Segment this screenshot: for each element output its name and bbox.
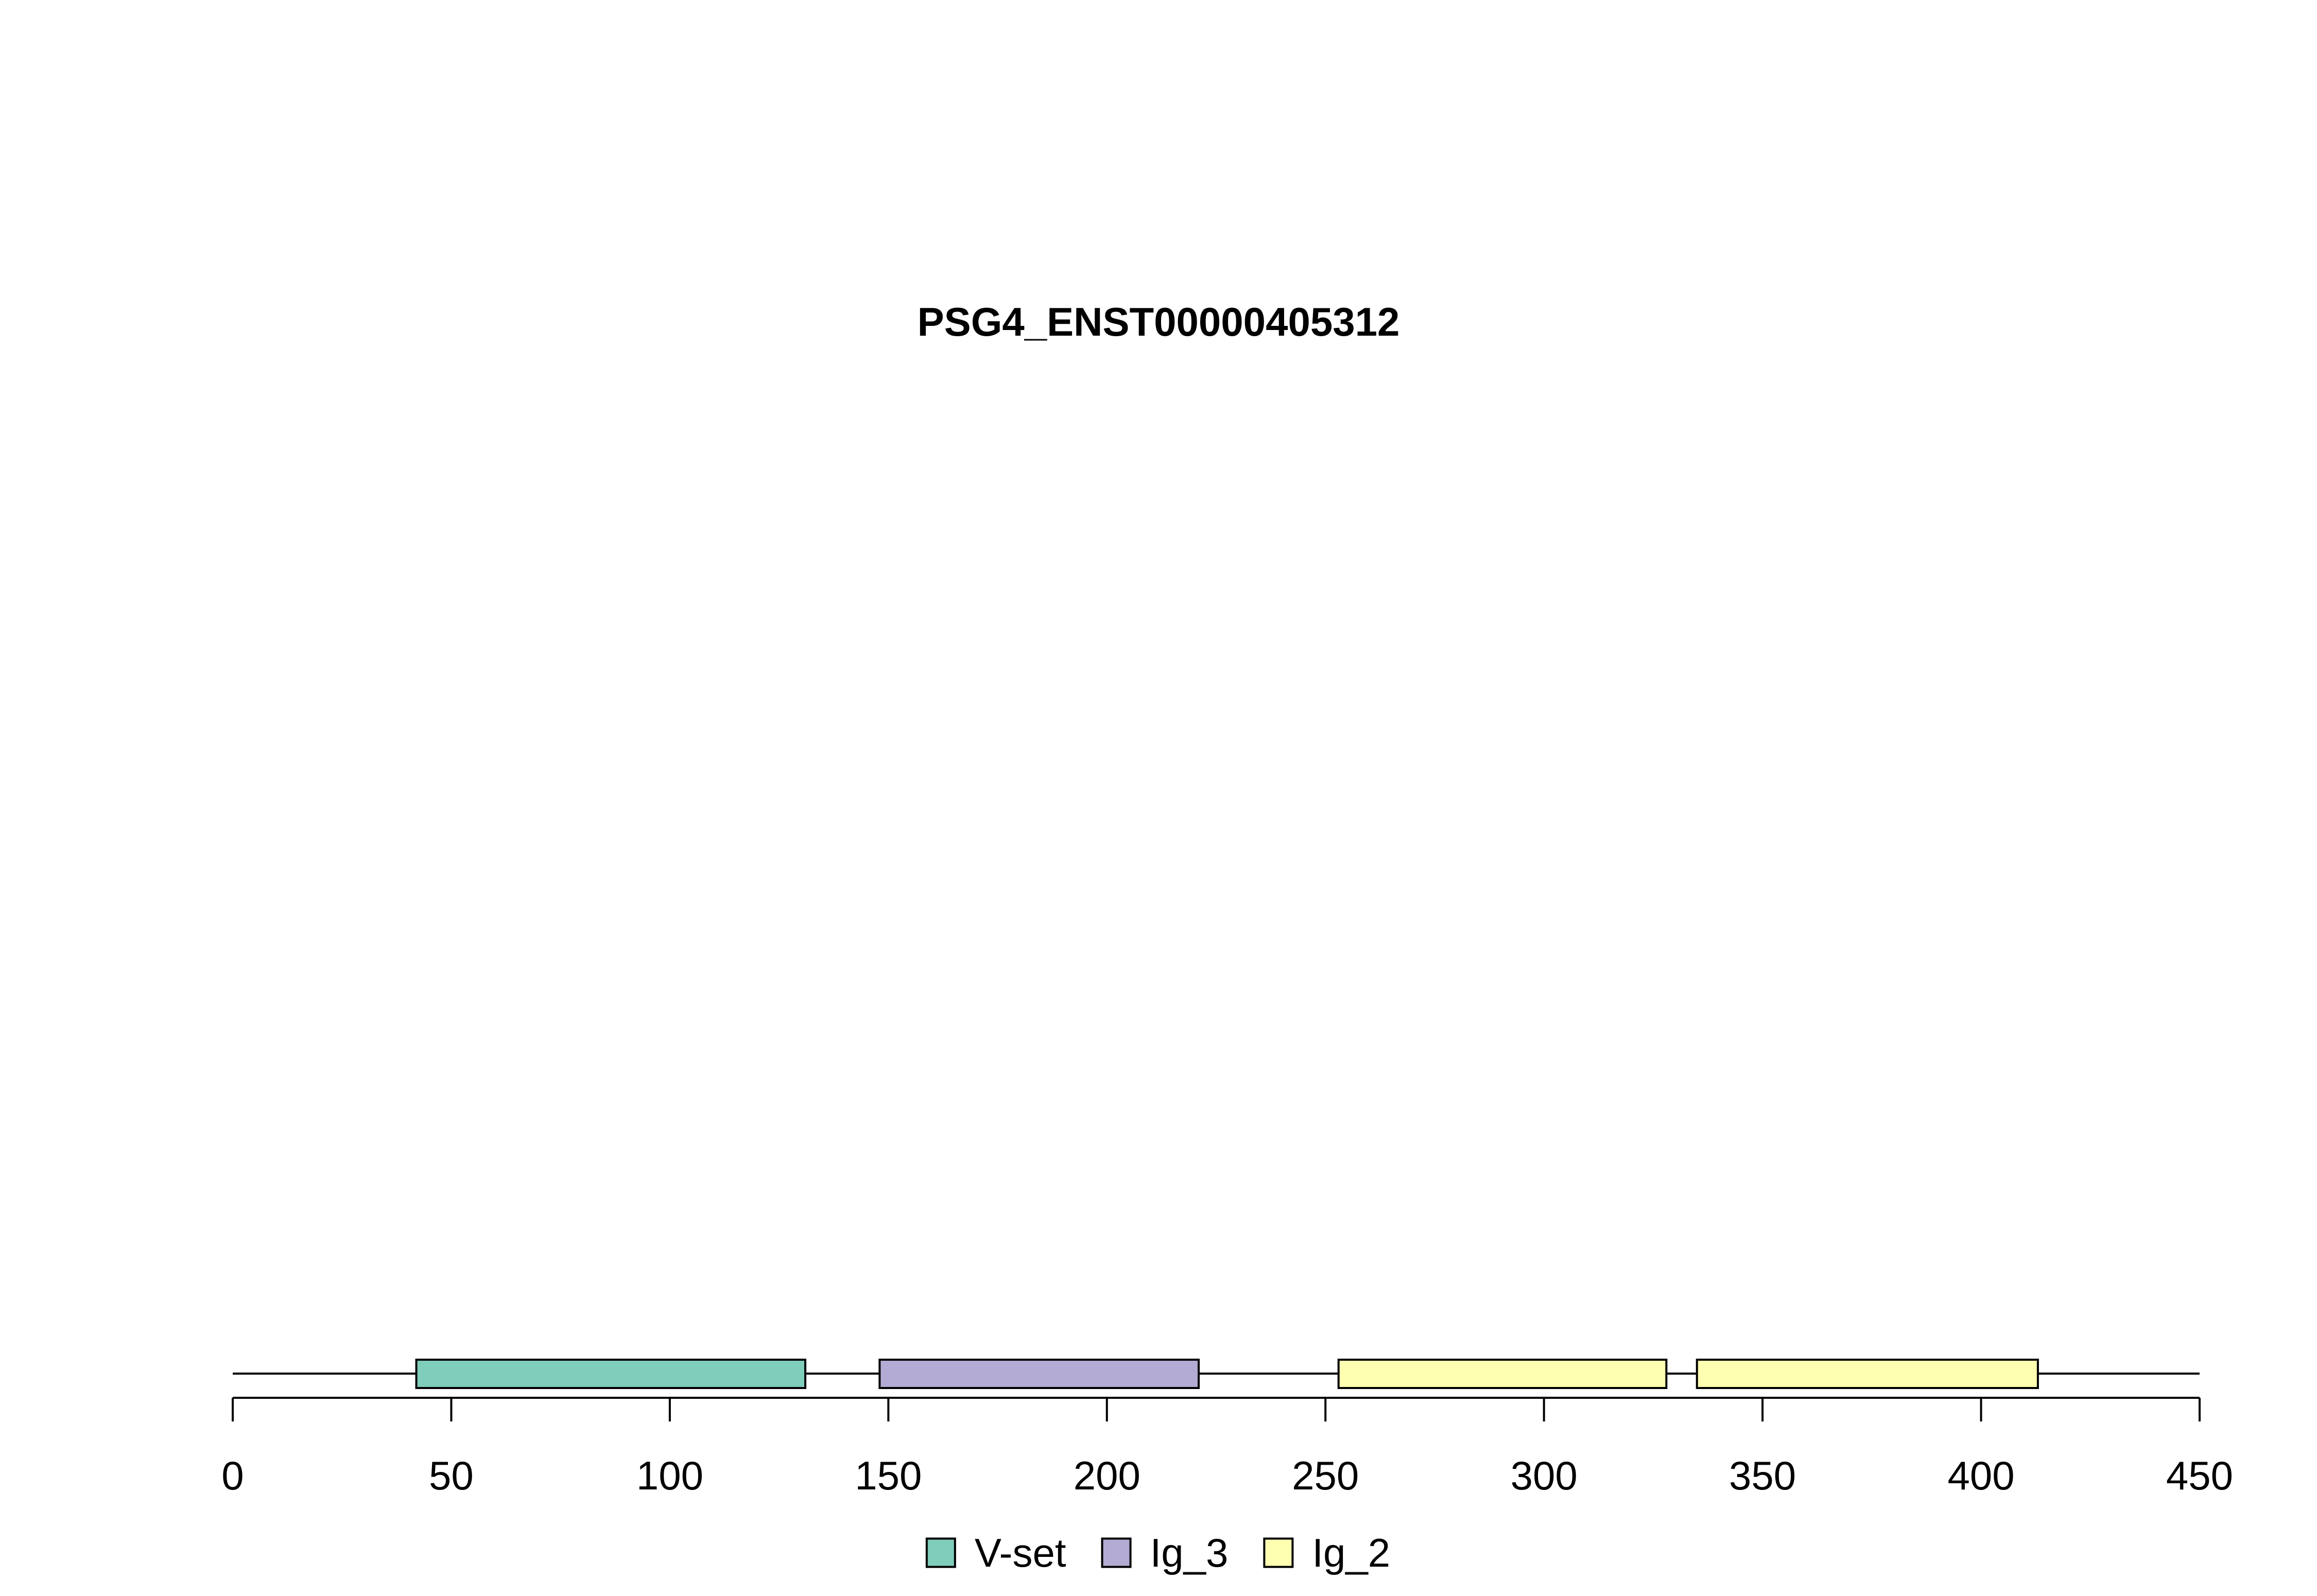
x-tick-label-0: 0	[221, 1453, 244, 1498]
domain-box-ig-2-3	[1337, 1359, 1668, 1389]
x-tick-label-100: 100	[636, 1453, 703, 1498]
domain-box-ig-2-4	[1696, 1359, 2039, 1389]
x-tick-label-450: 450	[2166, 1453, 2233, 1498]
chart-title: PSG4_ENST00000405312	[918, 299, 1400, 344]
legend-label-v-set: V-set	[975, 1530, 1066, 1575]
domain-layer	[415, 1359, 2039, 1389]
x-tick-label-300: 300	[1511, 1453, 1578, 1498]
legend-swatch-ig-3	[1101, 1537, 1132, 1568]
domain-box-v-set-1	[415, 1359, 807, 1389]
x-tick-label-250: 250	[1292, 1453, 1359, 1498]
x-axis: 0 50 100 150 200 250 300 350 400 450	[221, 1397, 2233, 1498]
legend-label-ig-2: Ig_2	[1312, 1530, 1390, 1575]
x-tick-label-200: 200	[1074, 1453, 1140, 1498]
x-tick-label-400: 400	[1947, 1453, 2014, 1498]
x-tick-label-50: 50	[429, 1453, 474, 1498]
x-tick-label-350: 350	[1729, 1453, 1796, 1498]
legend-swatch-ig-2	[1263, 1537, 1294, 1568]
legend-label-ig-3: Ig_3	[1150, 1530, 1229, 1575]
x-tick-label-150: 150	[855, 1453, 922, 1498]
legend: V-set Ig_3 Ig_2	[925, 1530, 1390, 1575]
domain-box-ig-3-2	[878, 1359, 1200, 1389]
legend-swatch-v-set	[925, 1537, 956, 1568]
